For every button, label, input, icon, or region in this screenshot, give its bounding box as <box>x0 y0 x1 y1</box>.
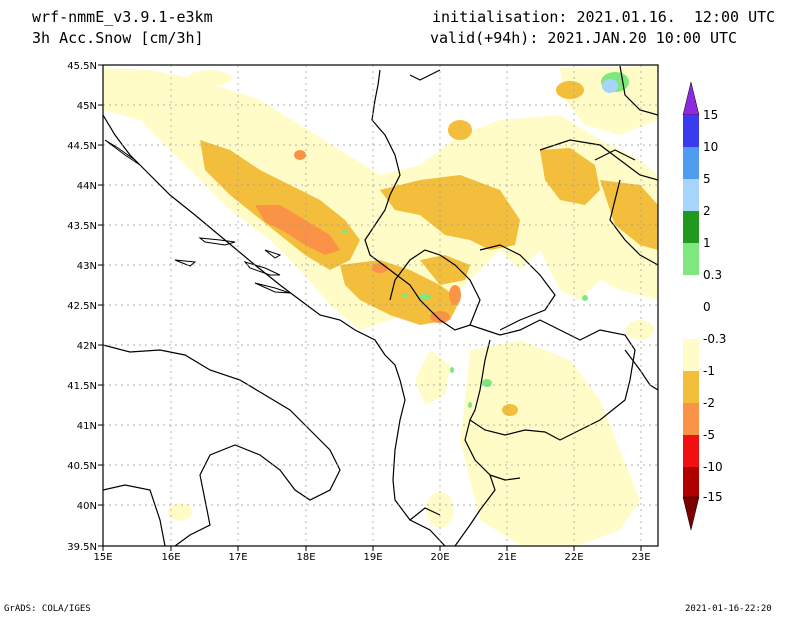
lon-labels: 15E 16E 17E 18E 19E 20E 21E 22E 23E <box>93 552 650 563</box>
colorbar-label: -0.3 <box>703 332 726 346</box>
colorbar-segment <box>683 243 699 275</box>
colorbar-top-arrow <box>682 81 700 116</box>
snow-shading <box>103 65 658 546</box>
colorbar-segment <box>683 147 699 179</box>
colorbar-segment <box>683 275 699 307</box>
colorbar-label: 2 <box>703 204 711 218</box>
lat-label: 45N <box>77 101 97 112</box>
colorbar-segment <box>683 179 699 211</box>
lat-label: 43N <box>77 261 97 272</box>
lon-label: 22E <box>564 552 583 563</box>
lat-label: 42N <box>77 341 97 352</box>
lon-label: 20E <box>430 552 449 563</box>
lon-label: 23E <box>631 552 650 563</box>
snow-area-light <box>103 66 658 545</box>
lat-labels: 45.5N 45N 44.5N 44N 43.5N 43N 42.5N 42N … <box>67 61 97 553</box>
lon-label: 18E <box>296 552 315 563</box>
lat-label: 45.5N <box>67 61 97 72</box>
colorbar-label: 0 <box>703 300 711 314</box>
lat-label: 40N <box>77 501 97 512</box>
colorbar-segment <box>683 435 699 467</box>
field-title: 3h Acc.Snow [cm/3h] <box>32 29 204 47</box>
colorbar-segment <box>683 307 699 339</box>
colorbar-segment <box>683 211 699 243</box>
footer-credit: GrADS: COLA/IGES <box>4 604 91 614</box>
colorbar-label: 5 <box>703 172 711 186</box>
colorbar-label: -5 <box>703 428 715 442</box>
footer-timestamp: 2021-01-16-22:20 <box>685 604 772 614</box>
valid-time: valid(+94h): 2021.JAN.20 10:00 UTC <box>430 29 738 47</box>
colorbar-labels: 15 10 5 2 1 0.3 0 -0.3 -1 -2 -5 -10 -15 <box>703 108 726 504</box>
lat-label: 44.5N <box>67 141 97 152</box>
colorbar-label: 15 <box>703 108 718 122</box>
lat-label: 40.5N <box>67 461 97 472</box>
lon-label: 16E <box>161 552 180 563</box>
colorbar-segment <box>683 115 699 147</box>
lat-label: 39.5N <box>67 542 97 553</box>
colorbar-segment <box>683 371 699 403</box>
lon-label: 17E <box>228 552 247 563</box>
init-time: initialisation: 2021.01.16. 12:00 UTC <box>432 8 776 26</box>
colorbar-label: 0.3 <box>703 268 722 282</box>
lat-label: 42.5N <box>67 301 97 312</box>
model-title: wrf-nmmE_v3.9.1-e3km <box>32 8 213 26</box>
colorbar-segment <box>683 403 699 435</box>
islands <box>104 139 291 294</box>
colorbar-segment <box>683 339 699 371</box>
lat-label: 41.5N <box>67 381 97 392</box>
tick-marks <box>98 64 642 551</box>
colorbar <box>682 81 700 531</box>
lat-label: 43.5N <box>67 221 97 232</box>
lat-label: 44N <box>77 181 97 192</box>
lon-label: 15E <box>93 552 112 563</box>
colorbar-label: -1 <box>703 364 715 378</box>
colorbar-label: -2 <box>703 396 715 410</box>
grid-lines <box>103 65 658 546</box>
lon-label: 21E <box>497 552 516 563</box>
colorbar-label: -15 <box>703 490 723 504</box>
colorbar-label: 10 <box>703 140 718 154</box>
coastlines-borders <box>103 65 658 546</box>
lat-label: 41N <box>77 421 97 432</box>
colorbar-segment <box>683 467 699 497</box>
colorbar-label: 1 <box>703 236 711 250</box>
colorbar-label: -10 <box>703 460 723 474</box>
colorbar-bottom-arrow <box>682 496 700 531</box>
lon-label: 19E <box>363 552 382 563</box>
